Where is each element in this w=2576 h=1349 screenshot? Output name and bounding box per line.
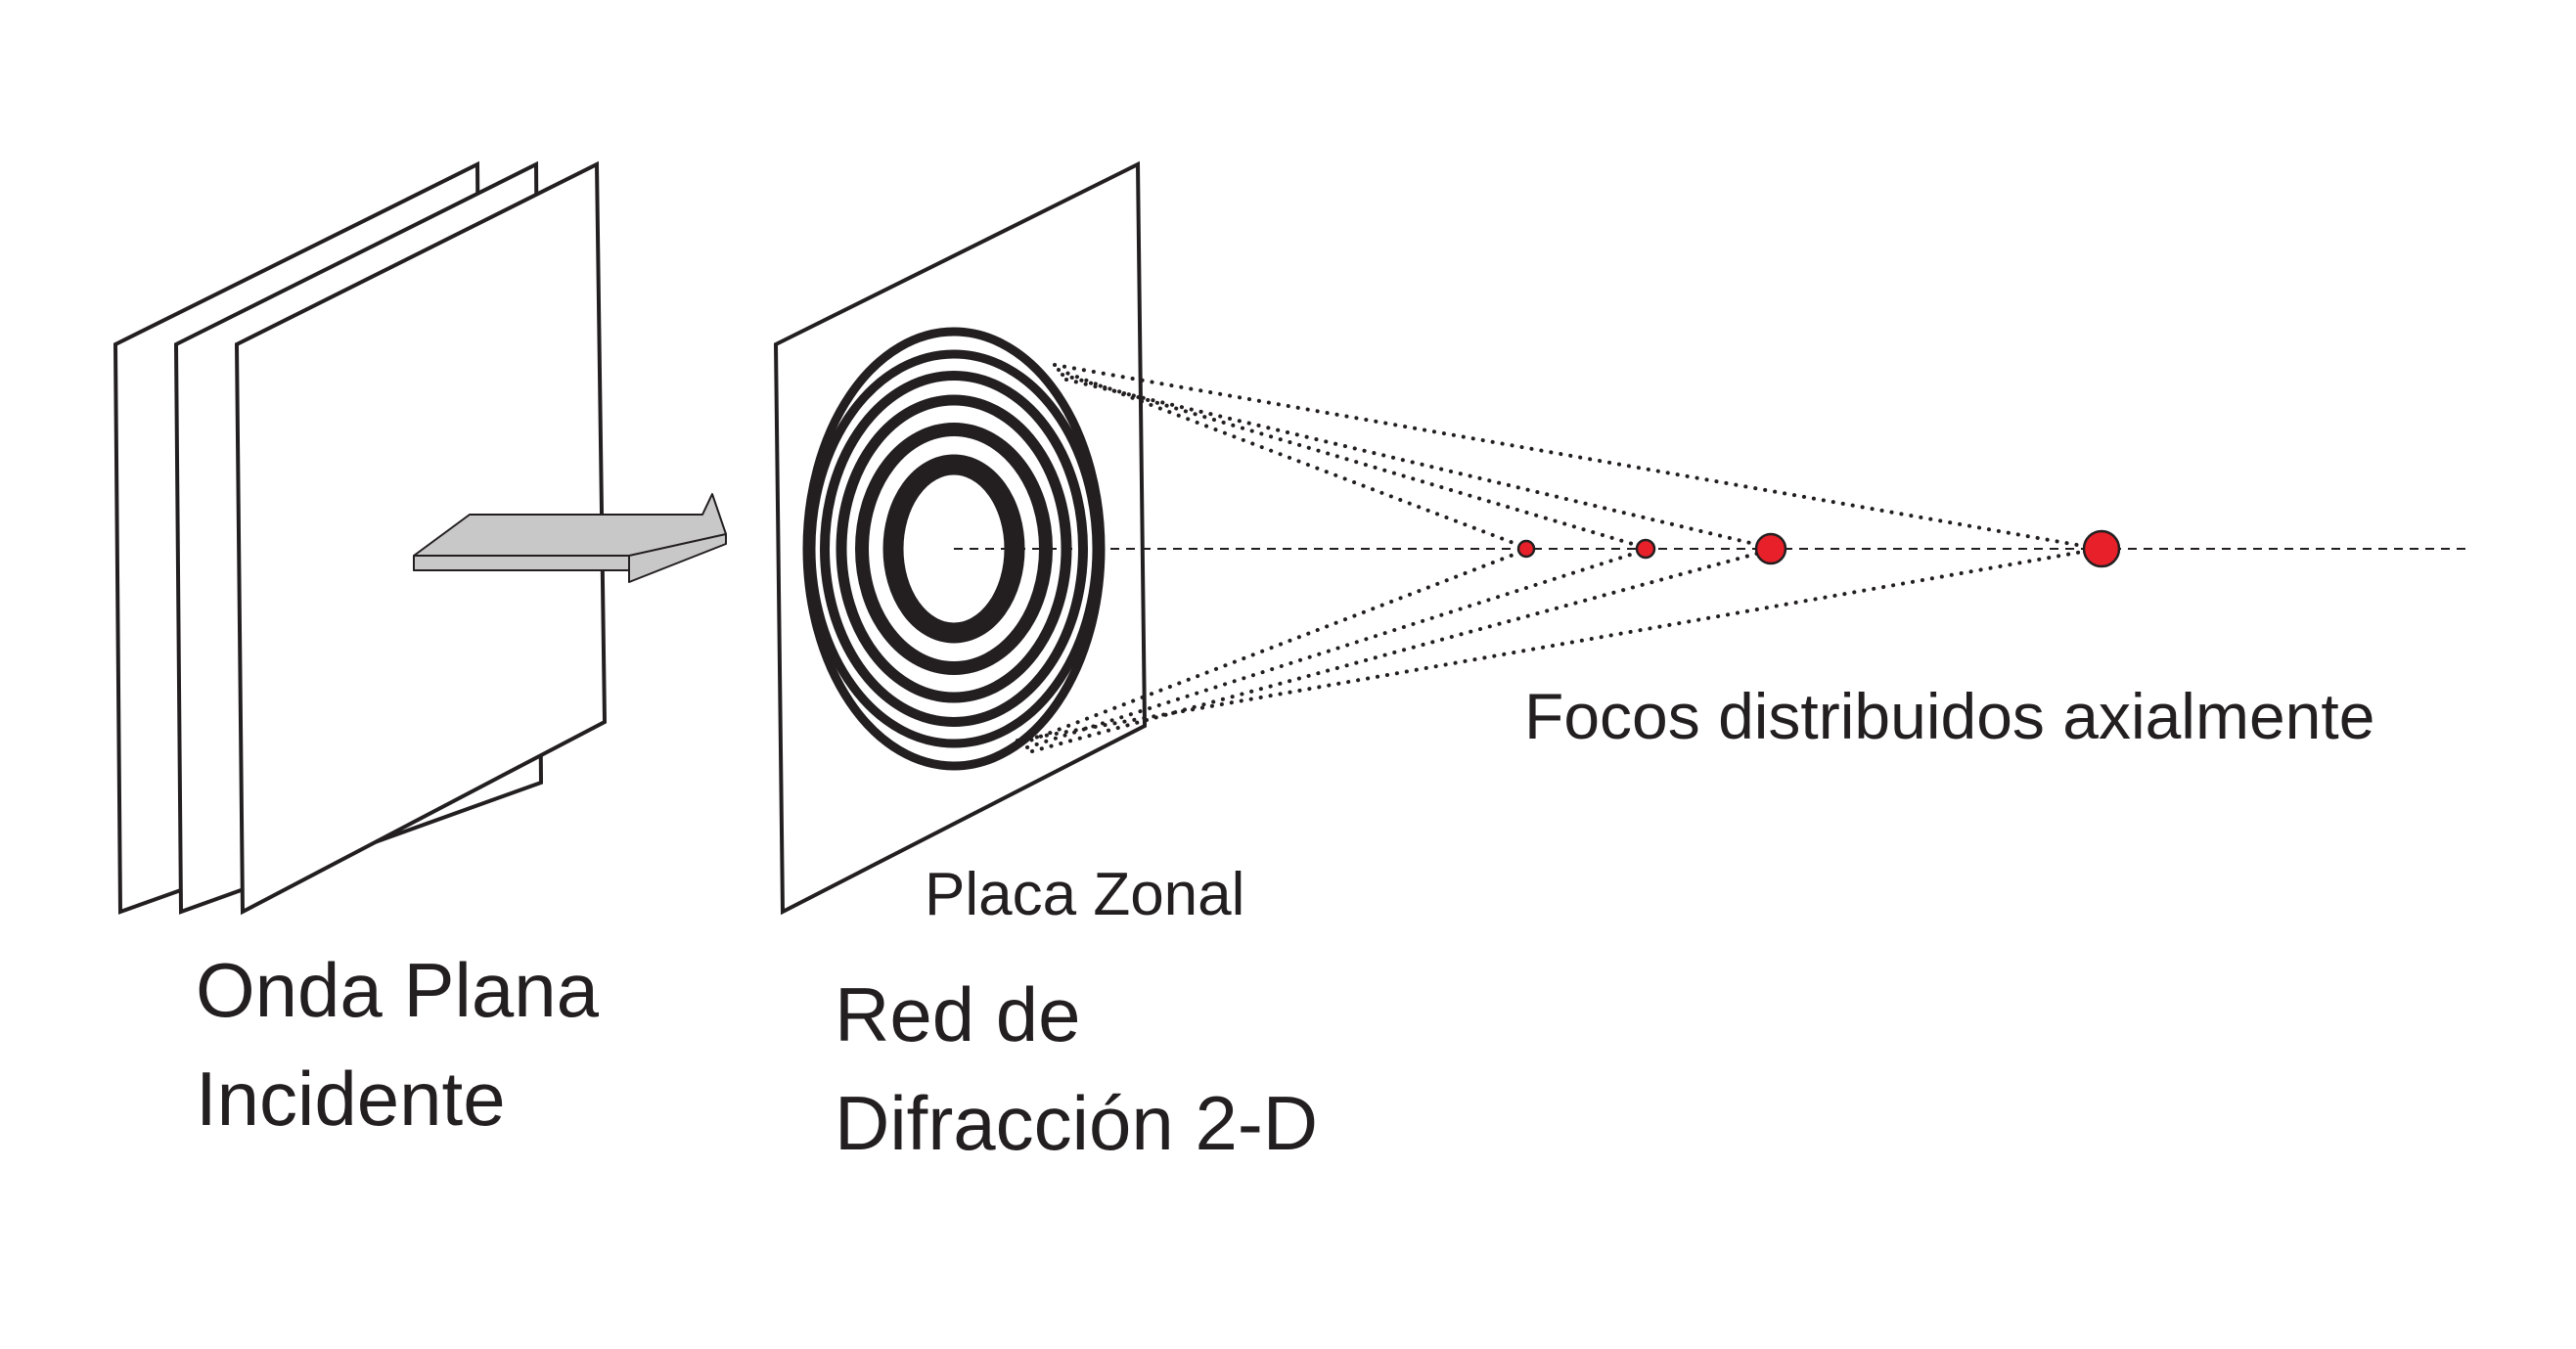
ray-top-1	[1057, 368, 1528, 550]
zone-ring-1	[882, 454, 1025, 644]
incident-wave-label-line-2: Incidente	[196, 1056, 506, 1142]
zone-ring-3	[836, 394, 1072, 703]
incident-plane-wave	[113, 160, 608, 916]
zone-ring-6	[802, 327, 1106, 771]
focus-point-2	[1635, 538, 1656, 560]
ray-bottom-1	[1020, 548, 1528, 745]
grating-label-line-2: Difracción 2-D	[835, 1080, 1318, 1166]
ray-top-4	[1053, 363, 2096, 550]
ray-top-3	[1064, 378, 1773, 550]
foci-label: Focos distribuidos axialmente	[1524, 680, 2374, 752]
ray-bottom-3	[1030, 548, 1773, 753]
arrow-front-face	[413, 555, 630, 571]
axial-foci	[1516, 529, 2121, 568]
focus-point-1	[1516, 539, 1536, 559]
ray-bottom-2	[1025, 548, 1648, 749]
zone-ring-2	[855, 423, 1053, 675]
grating-sheet	[773, 160, 1148, 916]
ray-bottom-4	[1016, 548, 2096, 742]
zone-plate	[802, 327, 1106, 771]
grating-label-line-1: Red de	[835, 971, 1081, 1057]
propagation-arrow	[413, 493, 727, 583]
focus-point-3	[1754, 532, 1787, 565]
incident-wave-label-line-1: Onda Plana	[196, 947, 600, 1033]
arrow-head-face	[628, 533, 727, 583]
wave-sheet-3	[234, 160, 608, 916]
zone-ring-4	[820, 371, 1088, 727]
focusing-rays	[1016, 363, 2096, 753]
zone-plate-label: Placa Zonal	[925, 861, 1244, 928]
focus-point-4	[2082, 529, 2121, 568]
ray-top-2	[1061, 373, 1648, 550]
